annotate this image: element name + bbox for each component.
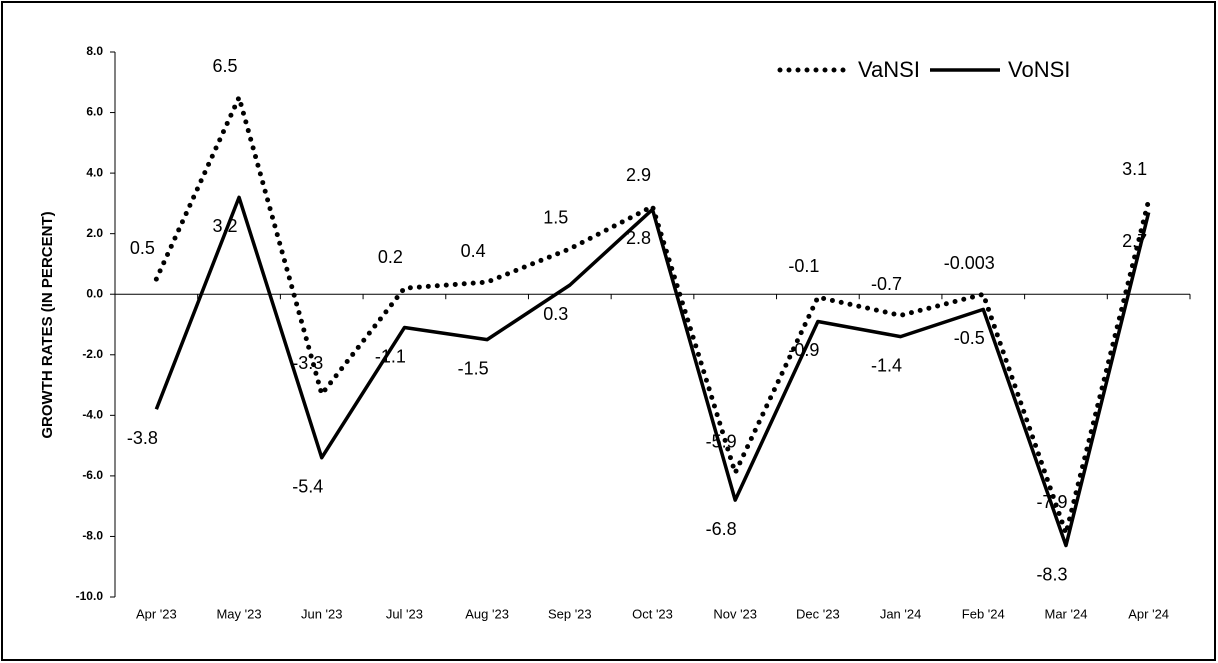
data-label: 6.5 bbox=[213, 56, 238, 76]
x-tick-label: Jan '24 bbox=[880, 606, 922, 621]
data-label: 2.8 bbox=[626, 228, 651, 248]
series-line bbox=[154, 195, 1151, 548]
data-label: -0.7 bbox=[871, 274, 902, 294]
data-label: -3.8 bbox=[127, 428, 158, 448]
data-label: -5.4 bbox=[292, 476, 323, 496]
y-tick-label: 6.0 bbox=[86, 105, 103, 119]
x-tick-label: Nov '23 bbox=[713, 606, 757, 621]
data-label: -1.5 bbox=[458, 358, 489, 378]
data-label: -6.8 bbox=[706, 519, 737, 539]
data-label: -8.3 bbox=[1036, 564, 1067, 584]
data-label: -0.1 bbox=[788, 256, 819, 276]
data-label: -7.9 bbox=[1036, 492, 1067, 512]
x-tick-label: Aug '23 bbox=[465, 606, 509, 621]
y-tick-label: -10.0 bbox=[76, 589, 104, 603]
y-tick-label: -2.0 bbox=[82, 347, 103, 361]
x-tick-label: Feb '24 bbox=[962, 606, 1005, 621]
data-label: -0.003 bbox=[944, 253, 995, 273]
x-tick-label: Dec '23 bbox=[796, 606, 840, 621]
data-label: -1.1 bbox=[375, 346, 406, 366]
data-label: 2.9 bbox=[626, 165, 651, 185]
x-tick-label: Apr '23 bbox=[136, 606, 177, 621]
data-label: -3.3 bbox=[292, 353, 323, 373]
data-label: 0.5 bbox=[130, 238, 155, 258]
y-tick-label: -8.0 bbox=[82, 529, 103, 543]
y-tick-label: 4.0 bbox=[86, 165, 103, 179]
x-tick-label: Jun '23 bbox=[301, 606, 343, 621]
series-line bbox=[153, 94, 1152, 536]
y-tick-label: -6.0 bbox=[82, 468, 103, 482]
data-label: 0.3 bbox=[543, 304, 568, 324]
y-tick-label: 8.0 bbox=[86, 44, 103, 58]
x-tick-label: Jul '23 bbox=[386, 606, 423, 621]
data-label: -0.5 bbox=[954, 328, 985, 348]
y-axis-title: GROWTH RATES (IN PERCENT) bbox=[39, 211, 56, 438]
data-label: 3.1 bbox=[1122, 159, 1147, 179]
x-tick-label: May '23 bbox=[216, 606, 261, 621]
data-label: 3.2 bbox=[213, 216, 238, 236]
legend-label: VoNSI bbox=[1008, 57, 1070, 82]
data-label: 2.7 bbox=[1122, 231, 1147, 251]
data-label: -0.9 bbox=[788, 340, 819, 360]
y-tick-label: 2.0 bbox=[86, 226, 103, 240]
x-tick-label: Oct '23 bbox=[632, 606, 673, 621]
y-tick-label: -4.0 bbox=[82, 408, 103, 422]
y-tick-label: 0.0 bbox=[86, 286, 103, 300]
x-tick-label: Sep '23 bbox=[548, 606, 592, 621]
data-label: 0.2 bbox=[378, 247, 403, 267]
legend-label: VaNSI bbox=[858, 57, 920, 82]
data-label: -1.4 bbox=[871, 355, 902, 375]
data-label: -5.9 bbox=[706, 432, 737, 452]
x-tick-label: Apr '24 bbox=[1128, 606, 1169, 621]
data-label: 1.5 bbox=[543, 208, 568, 228]
data-label: 0.4 bbox=[461, 241, 486, 261]
x-tick-label: Mar '24 bbox=[1044, 606, 1087, 621]
